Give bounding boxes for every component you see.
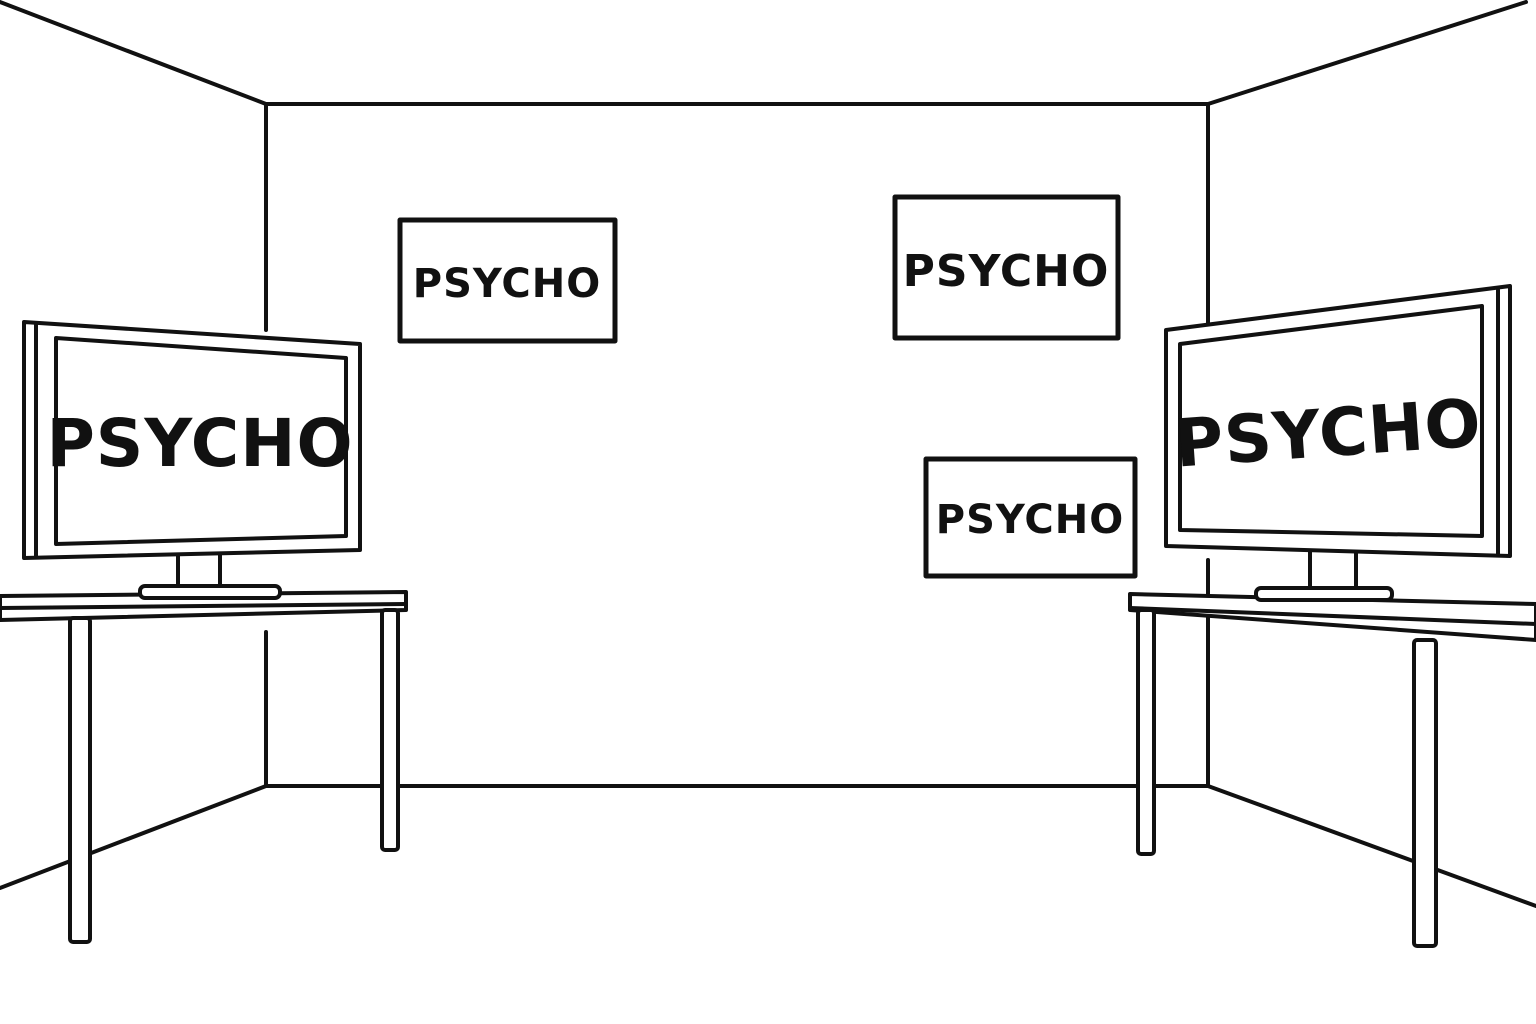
- right-desk-top-front: [1128, 606, 1536, 626]
- right-monitor-stand-base: [1254, 586, 1394, 602]
- left-monitor-text: PSYCHO: [46, 405, 353, 482]
- wall-sign-2-frame: [892, 194, 1121, 341]
- ceiling-left-edge: [0, 0, 268, 106]
- wall-sign-3-text: PSYCHO: [936, 497, 1125, 543]
- floor-left-edge: [0, 784, 268, 890]
- left-monitor-screen: [54, 336, 348, 546]
- left-desk: [0, 590, 408, 944]
- wall-sign-2: PSYCHO: [892, 194, 1121, 341]
- left-monitor-stand-base: [138, 584, 282, 600]
- wall-sign-3: PSYCHO: [923, 456, 1138, 579]
- left-desk-leg-back: [380, 608, 400, 852]
- left-monitor: PSYCHO: [22, 320, 362, 600]
- floor-right-edge: [1206, 784, 1536, 908]
- wall-sign-1-text: PSYCHO: [413, 261, 602, 307]
- left-desk-leg-front: [68, 616, 92, 944]
- right-desk: [1128, 592, 1536, 948]
- wall-sign-1-frame: [397, 217, 618, 344]
- right-desk-leg-front: [1412, 638, 1438, 948]
- room-walls: [0, 0, 1536, 908]
- right-monitor-stand-neck: [1308, 546, 1358, 592]
- left-desk-top-front: [0, 602, 408, 610]
- left-monitor-stand-neck: [176, 550, 222, 592]
- wall-sign-1: PSYCHO: [397, 217, 618, 344]
- wall-sign-3-frame: [923, 456, 1138, 579]
- right-monitor-screen: [1178, 304, 1484, 538]
- right-monitor: PSYCHO: [1164, 284, 1512, 602]
- right-desk-leg-back: [1136, 608, 1156, 856]
- wall-sign-2-text: PSYCHO: [903, 246, 1110, 297]
- ceiling-right-edge: [1206, 0, 1528, 106]
